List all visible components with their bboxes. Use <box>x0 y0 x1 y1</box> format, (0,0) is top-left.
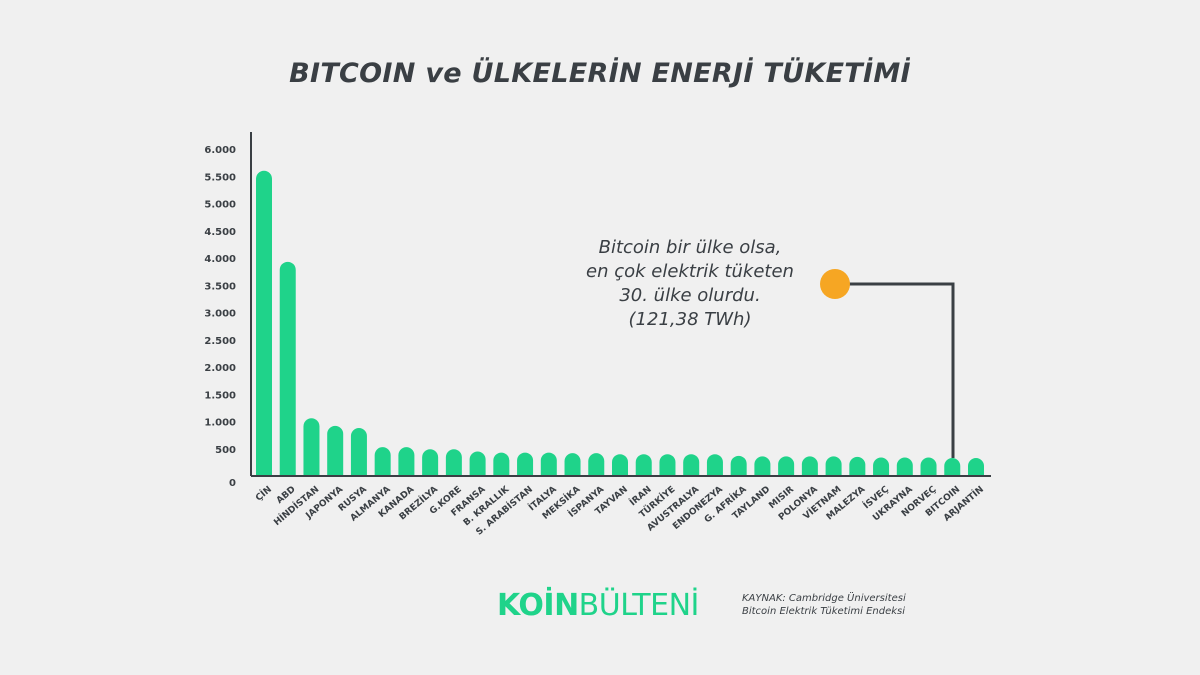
annotation-text: Bitcoin bir ülke olsa, en çok elektrik t… <box>540 236 840 332</box>
bar-misir <box>778 456 795 476</box>
bar-almanya <box>374 447 391 476</box>
bar-endonezya <box>706 454 723 476</box>
y-tick-label: 1.000 <box>204 418 236 429</box>
source-line: KAYNAK: Cambridge Üniversitesi <box>742 593 906 604</box>
bar-kanada <box>398 447 415 476</box>
chart-title: BITCOIN ve ÜLKELERİN ENERJİ TÜKETİMİ <box>289 58 911 89</box>
bar-tayvan <box>612 454 628 476</box>
bar-ukrayna <box>896 457 913 476</box>
source-line: Bitcoin Elektrik Tüketimi Endeksi <box>742 606 906 617</box>
y-tick-label: 3.500 <box>204 281 236 292</box>
y-tick-label: 500 <box>215 445 236 456</box>
bar-bitcoin <box>944 458 961 476</box>
bar-avustralya <box>683 454 700 476</box>
koinbulteni-logo: KOİNBÜLTENİ <box>497 588 699 623</box>
source-note: KAYNAK: Cambridge Üniversitesi Bitcoin E… <box>742 592 906 618</box>
bar-g-afri-ka <box>730 455 747 476</box>
bar-fransa <box>469 451 486 476</box>
bar-polonya <box>801 456 818 476</box>
annotation-line: (121,38 TWh) <box>628 309 752 330</box>
bar-abd <box>279 261 296 476</box>
bar-i-sveç <box>873 457 890 476</box>
y-tick-label: 1.500 <box>204 390 236 401</box>
bar-i-spanya <box>588 453 605 476</box>
annotation-line: en çok elektrik tüketen <box>586 261 794 282</box>
y-tick-label: 5.500 <box>204 172 236 183</box>
bar-japonya <box>327 425 344 476</box>
bar-i-talya <box>540 452 557 476</box>
bar-b-krallik <box>493 452 510 476</box>
y-tick-label: 3.000 <box>204 309 236 320</box>
bar-g-kore <box>445 449 462 476</box>
bar-türki-ye <box>659 454 676 476</box>
annotation-line: 30. ülke olurdu. <box>619 285 761 306</box>
bar-i-ran <box>635 454 652 476</box>
bar-meksi-ka <box>564 453 581 476</box>
bar-hi-ndi-stan <box>303 418 320 476</box>
logo-part: BÜLTENİ <box>578 588 700 623</box>
annotation-marker <box>820 269 850 299</box>
annotation-connector <box>835 282 955 459</box>
x-tick-label: ÇİN <box>253 484 273 504</box>
annotation-line: Bitcoin bir ülke olsa, <box>598 237 782 258</box>
bar-brezi-lya <box>422 449 439 476</box>
bar-çi-n <box>256 170 272 477</box>
y-tick-label: 6.000 <box>204 145 236 156</box>
bar-s-arabi-stan <box>517 452 534 476</box>
y-tick-label: 2.500 <box>204 336 236 347</box>
bar-tayland <box>754 456 771 476</box>
logo-part: KOİN <box>497 588 579 623</box>
y-tick-label: 2.000 <box>204 363 236 374</box>
bar-vi-etnam <box>825 456 842 476</box>
bar-malezya <box>849 456 866 476</box>
y-tick-label: 4.000 <box>204 254 236 265</box>
bar-norveç <box>920 457 937 476</box>
y-tick-label: 0 <box>229 478 236 489</box>
bar-arjanti-n <box>968 458 984 476</box>
y-tick-label: 4.500 <box>204 227 236 238</box>
bar-rusya <box>350 428 367 476</box>
y-tick-label: 5.000 <box>204 200 236 211</box>
